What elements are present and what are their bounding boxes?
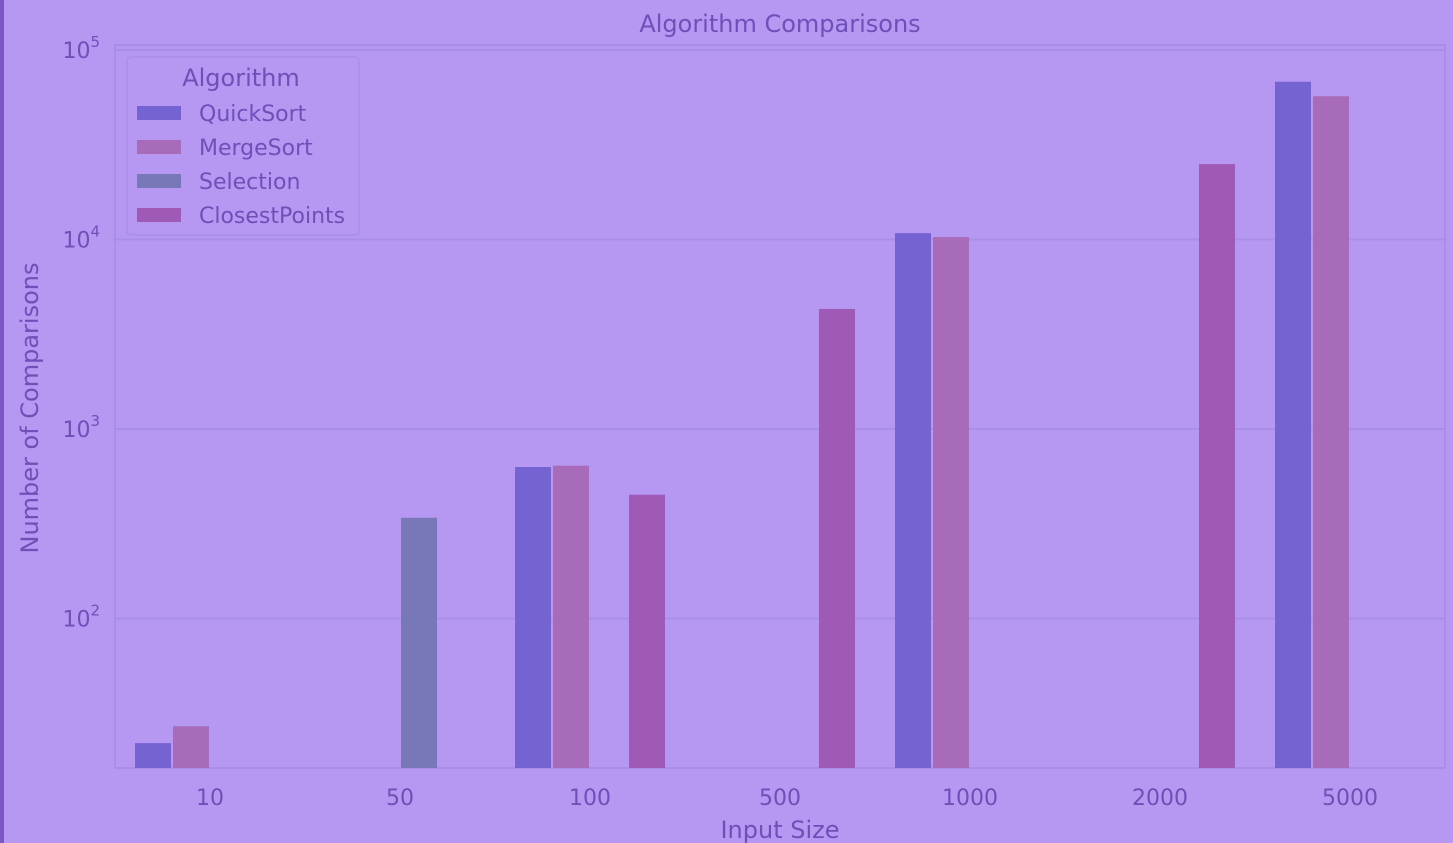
bar-mergesort-1000 xyxy=(933,237,969,768)
bar-mergesort-5000 xyxy=(1313,96,1349,768)
y-tick-exponent: 4 xyxy=(90,223,100,241)
left-edge-strip xyxy=(0,0,4,843)
y-tick-label: 104 xyxy=(62,223,100,254)
y-axis-label: Number of Comparisons xyxy=(16,263,44,554)
x-tick-label: 10 xyxy=(196,786,224,811)
y-tick-base: 10 xyxy=(62,608,90,633)
x-tick-label: 1000 xyxy=(942,786,998,811)
legend-items: QuickSort MergeSort Selection ClosestPoints xyxy=(137,102,345,229)
bar-mergesort-100 xyxy=(553,465,589,768)
legend-title: Algorithm xyxy=(182,64,300,92)
chart-title: Algorithm Comparisons xyxy=(639,10,920,38)
legend: Algorithm QuickSort MergeSort Selection Clo… xyxy=(126,56,360,236)
legend-box xyxy=(126,56,360,236)
bar-quicksort-10 xyxy=(135,743,171,768)
bar-selection-50 xyxy=(401,517,437,768)
legend-label: QuickSort xyxy=(199,102,307,127)
plot-frame xyxy=(114,44,1446,769)
legend-label: ClosestPoints xyxy=(199,204,345,229)
bar-closestpoints-100 xyxy=(629,494,665,768)
bars-group xyxy=(135,81,1349,769)
bar-quicksort-5000 xyxy=(1275,81,1311,768)
bar-closestpoints-2000 xyxy=(1199,164,1235,769)
bar-closestpoints-500 xyxy=(819,308,855,768)
y-tick-exponent: 3 xyxy=(90,412,100,430)
bar-quicksort-1000 xyxy=(895,233,931,768)
x-tick-label: 5000 xyxy=(1322,786,1378,811)
y-tick-label: 103 xyxy=(62,412,100,443)
x-tick-label: 500 xyxy=(759,786,801,811)
y-tick-label: 102 xyxy=(62,602,100,633)
legend-swatch xyxy=(137,174,181,188)
y-tick-exponent: 2 xyxy=(90,602,100,620)
x-tick-label: 50 xyxy=(386,786,414,811)
y-tick-base: 10 xyxy=(62,418,90,443)
y-tick-exponent: 5 xyxy=(90,33,100,51)
bar-mergesort-10 xyxy=(173,726,209,768)
legend-swatch xyxy=(137,208,181,222)
y-tick-base: 10 xyxy=(62,39,90,64)
legend-label: Selection xyxy=(199,170,300,195)
x-tick-label: 100 xyxy=(569,786,611,811)
x-axis-label: Input Size xyxy=(720,816,839,843)
y-tick-label: 105 xyxy=(62,33,100,64)
legend-swatch xyxy=(137,140,181,154)
y-tick-base: 10 xyxy=(62,229,90,254)
x-tick-label: 2000 xyxy=(1132,786,1188,811)
x-tick-labels: 10 50 100 500 1000 2000 5000 xyxy=(196,786,1378,811)
legend-swatch xyxy=(137,106,181,120)
legend-label: MergeSort xyxy=(199,136,313,161)
bar-quicksort-100 xyxy=(515,467,551,768)
